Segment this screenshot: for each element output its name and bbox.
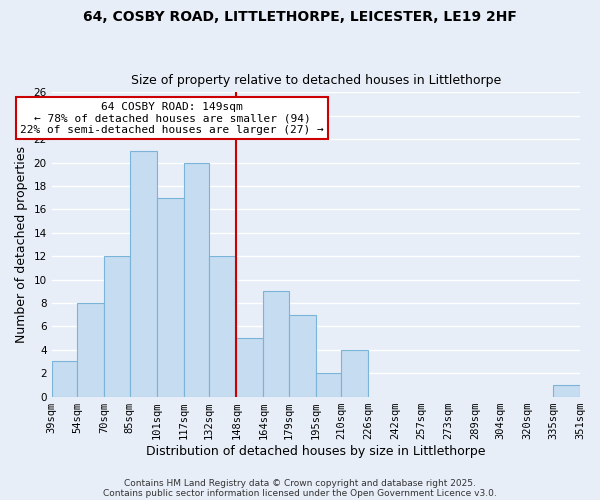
Bar bbox=[157, 198, 184, 396]
Bar bbox=[77, 303, 104, 396]
Bar bbox=[52, 362, 77, 396]
Text: Contains HM Land Registry data © Crown copyright and database right 2025.: Contains HM Land Registry data © Crown c… bbox=[124, 478, 476, 488]
Bar bbox=[184, 162, 209, 396]
Text: 64 COSBY ROAD: 149sqm
← 78% of detached houses are smaller (94)
22% of semi-deta: 64 COSBY ROAD: 149sqm ← 78% of detached … bbox=[20, 102, 324, 135]
Text: Contains public sector information licensed under the Open Government Licence v3: Contains public sector information licen… bbox=[103, 488, 497, 498]
Bar bbox=[553, 385, 580, 396]
Y-axis label: Number of detached properties: Number of detached properties bbox=[15, 146, 28, 343]
Bar bbox=[316, 373, 341, 396]
Bar bbox=[130, 151, 157, 396]
Bar bbox=[263, 292, 289, 397]
Text: 64, COSBY ROAD, LITTLETHORPE, LEICESTER, LE19 2HF: 64, COSBY ROAD, LITTLETHORPE, LEICESTER,… bbox=[83, 10, 517, 24]
Title: Size of property relative to detached houses in Littlethorpe: Size of property relative to detached ho… bbox=[131, 74, 501, 87]
Bar bbox=[236, 338, 263, 396]
X-axis label: Distribution of detached houses by size in Littlethorpe: Distribution of detached houses by size … bbox=[146, 444, 485, 458]
Bar bbox=[289, 314, 316, 396]
Bar bbox=[341, 350, 368, 397]
Bar bbox=[209, 256, 236, 396]
Bar bbox=[104, 256, 130, 396]
